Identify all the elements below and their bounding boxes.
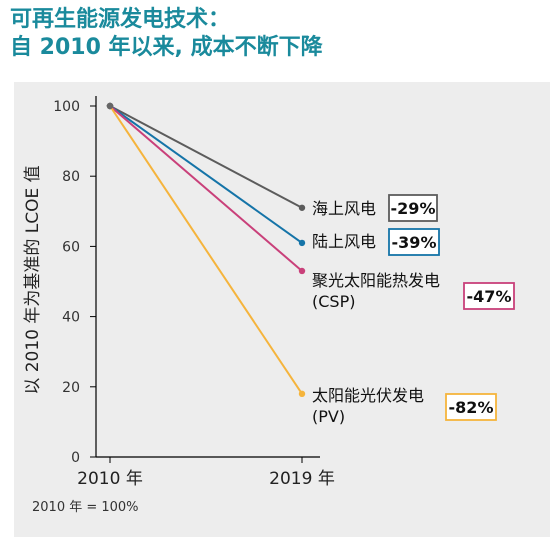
title-line-1: 可再生能源发电技术：	[10, 7, 231, 32]
footnote: 2010 年 = 100%	[32, 500, 139, 515]
series-label: 聚光太阳能热发电	[312, 271, 440, 290]
data-point	[298, 239, 306, 247]
series-label: 太阳能光伏发电	[312, 386, 424, 405]
chart-panel	[14, 82, 550, 537]
series-label: 陆上风电	[312, 232, 376, 251]
change-badge: -39%	[392, 233, 437, 252]
change-badge-box	[388, 194, 438, 222]
data-point	[106, 102, 114, 110]
y-axis-label: 以 2010 年为基准的 LCOE 值	[23, 165, 43, 394]
series-label-abbr: (CSP)	[312, 292, 355, 311]
data-point	[298, 267, 306, 275]
y-tick-label: 60	[62, 239, 80, 255]
data-point	[298, 390, 306, 398]
y-tick-label: 80	[62, 169, 80, 185]
change-badge: -82%	[449, 398, 494, 417]
y-tick-label: 100	[53, 99, 80, 115]
y-tick-label: 20	[62, 380, 80, 396]
chart-title: 可再生能源发电技术： 自 2010 年以来, 成本不断下降	[10, 6, 540, 62]
change-badge: -47%	[467, 287, 512, 306]
change-badge-box	[463, 282, 515, 310]
y-tick-label: 40	[62, 310, 80, 326]
change-badge-box	[388, 228, 440, 256]
data-point	[298, 204, 306, 211]
series-line	[109, 105, 303, 244]
y-tick-label: 0	[71, 450, 80, 466]
series-line	[109, 105, 303, 209]
series-line	[109, 105, 303, 395]
x-tick-label: 2019 年	[269, 469, 335, 489]
title-line-2: 自 2010 年以来, 成本不断下降	[10, 35, 323, 60]
series-label-abbr: (PV)	[312, 407, 345, 426]
change-badge: -29%	[391, 199, 436, 218]
series-label: 海上风电	[312, 199, 376, 218]
x-tick-label: 2010 年	[77, 469, 143, 489]
change-badge-box	[445, 393, 497, 421]
series-line	[109, 105, 303, 272]
